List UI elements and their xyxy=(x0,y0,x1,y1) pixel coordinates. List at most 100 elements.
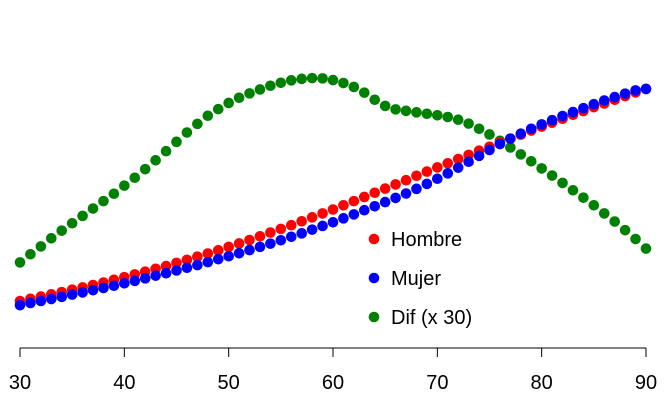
point-hombre xyxy=(411,170,422,182)
point-mujer xyxy=(390,192,401,204)
point-dif-x-30 xyxy=(525,155,537,167)
point-hombre xyxy=(348,195,360,207)
point-dif-x-30 xyxy=(505,142,516,153)
point-dif-x-30 xyxy=(348,81,360,93)
point-hombre xyxy=(400,174,412,186)
point-mujer xyxy=(494,138,506,150)
point-mujer xyxy=(452,162,464,173)
point-hombre xyxy=(202,248,214,259)
point-dif-x-30 xyxy=(630,233,641,245)
point-dif-x-30 xyxy=(296,73,308,85)
x-tick-label: 40 xyxy=(113,372,135,394)
point-hombre xyxy=(171,257,182,269)
point-hombre xyxy=(244,234,255,246)
point-dif-x-30 xyxy=(369,94,381,106)
point-dif-x-30 xyxy=(265,80,276,92)
point-mujer xyxy=(505,133,516,144)
legend-label-mujer: Mujer xyxy=(391,268,441,290)
point-mujer xyxy=(87,284,99,296)
point-mujer xyxy=(108,280,120,292)
point-dif-x-30 xyxy=(119,180,130,191)
point-mujer xyxy=(306,224,318,235)
point-mujer xyxy=(609,91,620,103)
point-dif-x-30 xyxy=(306,72,318,84)
point-mujer xyxy=(484,144,495,156)
point-mujer xyxy=(181,262,193,274)
point-mujer xyxy=(525,123,537,135)
point-mujer xyxy=(515,128,527,140)
point-hombre xyxy=(369,187,381,199)
point-mujer xyxy=(463,156,474,168)
point-dif-x-30 xyxy=(254,84,266,95)
point-dif-x-30 xyxy=(14,257,26,268)
point-dif-x-30 xyxy=(275,77,287,89)
point-dif-x-30 xyxy=(609,216,620,227)
point-hombre xyxy=(192,251,203,263)
point-dif-x-30 xyxy=(160,145,172,157)
point-dif-x-30 xyxy=(181,127,193,138)
point-mujer xyxy=(327,216,339,228)
point-hombre xyxy=(212,245,224,256)
point-hombre xyxy=(285,219,297,231)
point-hombre xyxy=(181,254,193,266)
point-hombre xyxy=(327,204,339,215)
point-dif-x-30 xyxy=(484,129,495,140)
point-mujer xyxy=(77,287,88,298)
point-mujer xyxy=(317,220,328,232)
point-mujer xyxy=(160,267,172,279)
legend-marker-dif-x-30 xyxy=(368,311,380,323)
point-mujer xyxy=(192,259,203,271)
point-hombre xyxy=(442,157,454,169)
point-dif-x-30 xyxy=(442,111,454,123)
point-hombre xyxy=(306,212,318,223)
point-dif-x-30 xyxy=(390,104,401,115)
x-tick-label: 50 xyxy=(218,372,240,394)
point-dif-x-30 xyxy=(233,92,245,104)
point-mujer xyxy=(421,178,433,190)
point-mujer xyxy=(98,282,109,294)
point-hombre xyxy=(275,223,287,235)
point-mujer xyxy=(369,200,381,212)
point-dif-x-30 xyxy=(244,88,255,99)
point-mujer xyxy=(640,83,652,95)
point-dif-x-30 xyxy=(66,217,78,229)
series-dif-x-30 xyxy=(14,72,652,268)
point-hombre xyxy=(296,216,308,227)
point-mujer xyxy=(35,295,47,307)
point-mujer xyxy=(150,270,161,281)
point-dif-x-30 xyxy=(35,241,47,252)
point-dif-x-30 xyxy=(619,224,631,236)
legend-marker-hombre xyxy=(368,233,380,245)
point-hombre xyxy=(254,231,266,242)
point-dif-x-30 xyxy=(192,118,203,130)
point-dif-x-30 xyxy=(379,100,391,112)
point-dif-x-30 xyxy=(212,103,224,115)
point-dif-x-30 xyxy=(223,97,234,109)
point-mujer xyxy=(265,238,276,249)
point-dif-x-30 xyxy=(473,123,485,135)
point-mujer xyxy=(442,168,454,179)
point-dif-x-30 xyxy=(359,87,370,98)
point-mujer xyxy=(619,88,631,99)
series-mujer xyxy=(14,83,652,311)
point-mujer xyxy=(473,150,485,162)
point-hombre xyxy=(317,208,328,219)
point-hombre xyxy=(265,227,276,238)
point-mujer xyxy=(275,234,287,246)
point-dif-x-30 xyxy=(452,114,464,125)
point-dif-x-30 xyxy=(578,192,589,203)
point-dif-x-30 xyxy=(150,154,161,166)
point-dif-x-30 xyxy=(411,107,422,118)
point-mujer xyxy=(129,275,141,287)
point-dif-x-30 xyxy=(338,77,349,89)
point-mujer xyxy=(546,114,558,126)
point-dif-x-30 xyxy=(400,105,412,117)
point-hombre xyxy=(432,162,443,173)
point-dif-x-30 xyxy=(515,149,527,160)
point-mujer xyxy=(171,265,182,276)
point-mujer xyxy=(202,256,214,268)
point-mujer xyxy=(14,299,26,311)
point-dif-x-30 xyxy=(202,110,214,122)
